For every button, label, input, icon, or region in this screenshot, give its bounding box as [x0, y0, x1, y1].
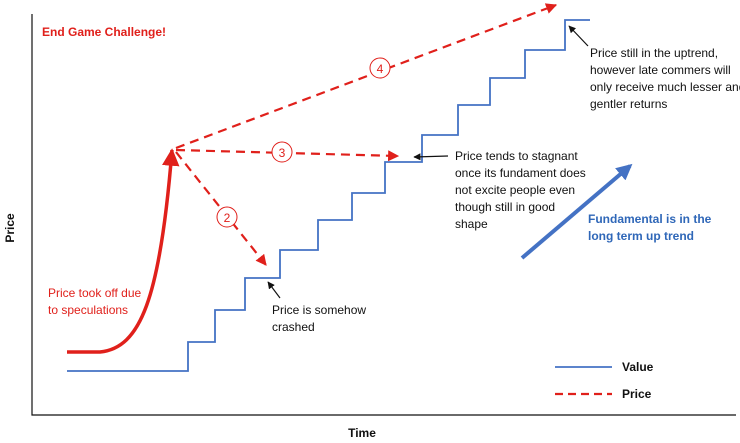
annotation-line: Price tends to stagnant [455, 149, 578, 163]
annotation-line: to speculations [48, 303, 128, 317]
annotation-line: crashed [272, 320, 315, 334]
trend-arrow [520, 163, 633, 260]
annotation-line: Price still in the uptrend, [590, 46, 718, 60]
pointer-arrow [413, 153, 449, 161]
step-circle [216, 206, 238, 228]
price-path-4 [175, 3, 558, 150]
price-curve [67, 148, 180, 354]
annotation-line: though still in good [455, 200, 555, 214]
annotation-line: Fundamental is in the [588, 212, 712, 226]
step-circle [271, 141, 293, 163]
step-number: 3 [279, 146, 286, 160]
annotation-line: only receive much lesser and [590, 80, 740, 94]
legend-label: Price [622, 387, 652, 401]
annotation-line: shape [455, 217, 488, 231]
price-path-2 [175, 151, 267, 266]
legend-label: Value [622, 360, 654, 374]
annotation-line: gentler returns [590, 97, 667, 111]
step-number: 4 [377, 62, 384, 76]
pointer-arrow [267, 281, 281, 299]
pointer-arrow [568, 25, 589, 47]
annotation-line: Price took off due [48, 286, 141, 300]
annotation-line: once its fundament does [455, 166, 586, 180]
x-axis-label: Time [348, 426, 376, 440]
axes [31, 14, 736, 416]
value-line [67, 19, 590, 372]
step-number: 2 [224, 211, 231, 225]
y-axis-label: Price [3, 213, 17, 243]
step-circle [369, 57, 391, 79]
title: End Game Challenge! [42, 25, 166, 39]
annotation-line: not excite people even [455, 183, 575, 197]
annotation-line: Price is somehow [272, 303, 366, 317]
annotations: Price took off due to speculations Price i… [48, 46, 740, 334]
annotation-line: long term up trend [588, 229, 694, 243]
annotation-line: however late commers will [590, 63, 731, 77]
